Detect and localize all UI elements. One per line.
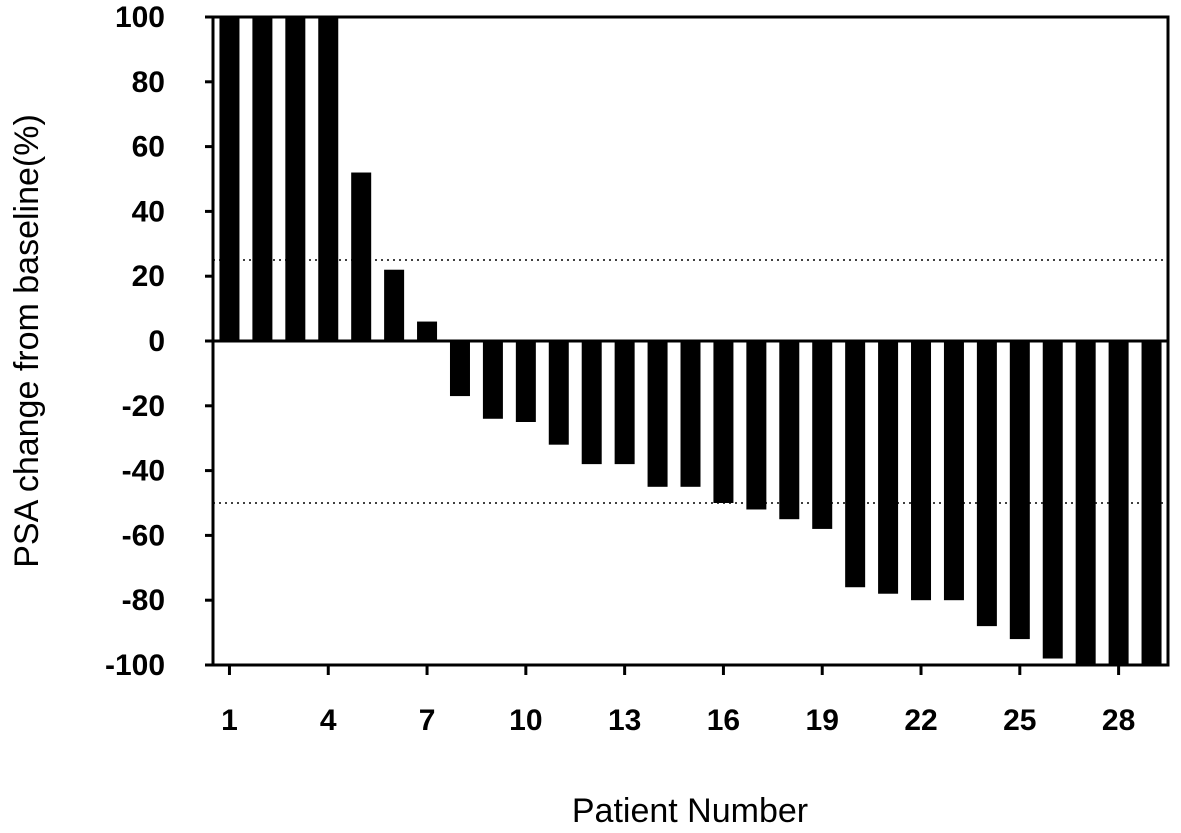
y-tick-label: -60 xyxy=(122,519,165,552)
bar-patient-28 xyxy=(1108,341,1129,665)
bar-patient-8 xyxy=(449,341,470,397)
bar-patient-14 xyxy=(647,341,668,487)
x-tick-label: 16 xyxy=(707,704,740,737)
bar-patient-12 xyxy=(581,341,602,465)
y-tick-label: 0 xyxy=(148,325,165,358)
bar-patient-9 xyxy=(482,341,503,419)
y-tick-label: -100 xyxy=(105,649,165,682)
y-tick-label: 60 xyxy=(132,131,165,164)
x-tick-label: 13 xyxy=(608,704,641,737)
x-tick-label: 19 xyxy=(806,704,839,737)
bar-patient-19 xyxy=(812,341,833,529)
bar-patient-26 xyxy=(1042,341,1063,659)
x-tick-label: 7 xyxy=(419,704,436,737)
bar-patient-18 xyxy=(779,341,800,520)
x-tick-label: 4 xyxy=(320,704,337,737)
y-tick-label: 20 xyxy=(132,260,165,293)
bar-patient-16 xyxy=(713,341,734,503)
bar-patient-22 xyxy=(911,341,932,601)
bar-patient-17 xyxy=(746,341,767,510)
y-axis-label: PSA change from baseline(%) xyxy=(8,114,46,568)
bar-patient-10 xyxy=(515,341,536,422)
bar-patient-1 xyxy=(219,17,240,341)
bar-patient-24 xyxy=(976,341,997,627)
bar-patient-7 xyxy=(417,321,438,341)
bar-patient-4 xyxy=(318,17,339,341)
x-axis-label: Patient Number xyxy=(572,792,808,830)
y-tick-label: 80 xyxy=(132,66,165,99)
bar-patient-2 xyxy=(252,17,273,341)
bar-patient-6 xyxy=(384,269,405,341)
y-tick-label: -40 xyxy=(122,455,165,488)
y-tick-label: 100 xyxy=(115,1,165,34)
bar-patient-23 xyxy=(943,341,964,601)
bar-patient-13 xyxy=(614,341,635,465)
x-tick-label: 1 xyxy=(221,704,238,737)
bar-patient-15 xyxy=(680,341,701,487)
x-tick-label: 10 xyxy=(509,704,542,737)
bar-patient-20 xyxy=(845,341,866,588)
bar-patient-27 xyxy=(1075,341,1096,665)
x-tick-label: 28 xyxy=(1102,704,1135,737)
bar-patient-29 xyxy=(1141,341,1162,665)
bar-patient-3 xyxy=(285,17,306,341)
x-tick-label: 25 xyxy=(1003,704,1036,737)
y-tick-label: 40 xyxy=(132,195,165,228)
bar-patient-11 xyxy=(548,341,569,445)
bar-patient-21 xyxy=(878,341,899,594)
y-tick-label: -20 xyxy=(122,390,165,423)
bar-patient-5 xyxy=(351,172,372,341)
bar-patient-25 xyxy=(1009,341,1030,640)
x-tick-label: 22 xyxy=(904,704,937,737)
y-tick-label: -80 xyxy=(122,584,165,617)
